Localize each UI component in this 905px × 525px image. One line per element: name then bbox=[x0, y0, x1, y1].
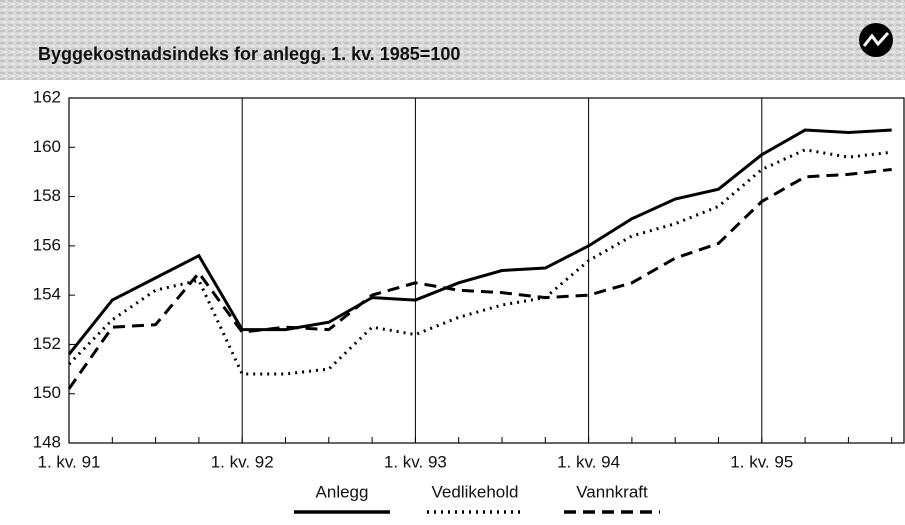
x-tick-label: 1. kv. 91 bbox=[38, 452, 101, 471]
legend-label: Anlegg bbox=[316, 482, 369, 501]
y-tick-label: 152 bbox=[33, 334, 61, 353]
legend-label: Vannkraft bbox=[576, 482, 648, 501]
y-tick-label: 158 bbox=[33, 186, 61, 205]
y-tick-label: 150 bbox=[33, 383, 61, 402]
y-tick-label: 154 bbox=[33, 285, 61, 304]
y-tick-label: 148 bbox=[33, 432, 61, 451]
chart-title: Byggekostnadsindeks for anlegg. 1. kv. 1… bbox=[38, 44, 460, 64]
legend-label: Vedlikehold bbox=[432, 482, 519, 501]
y-tick-label: 156 bbox=[33, 235, 61, 254]
x-tick-label: 1. kv. 95 bbox=[730, 452, 793, 471]
logo bbox=[859, 23, 893, 57]
series-line bbox=[67, 148, 892, 376]
y-tick-label: 162 bbox=[33, 87, 61, 106]
x-tick-label: 1. kv. 92 bbox=[211, 452, 274, 471]
series-line bbox=[67, 128, 892, 356]
title-banner bbox=[0, 0, 905, 80]
y-tick-label: 160 bbox=[33, 137, 61, 156]
x-tick-label: 1. kv. 93 bbox=[384, 452, 447, 471]
x-tick-label: 1. kv. 94 bbox=[557, 452, 620, 471]
series-line bbox=[67, 167, 892, 390]
plot-frame bbox=[68, 97, 905, 444]
